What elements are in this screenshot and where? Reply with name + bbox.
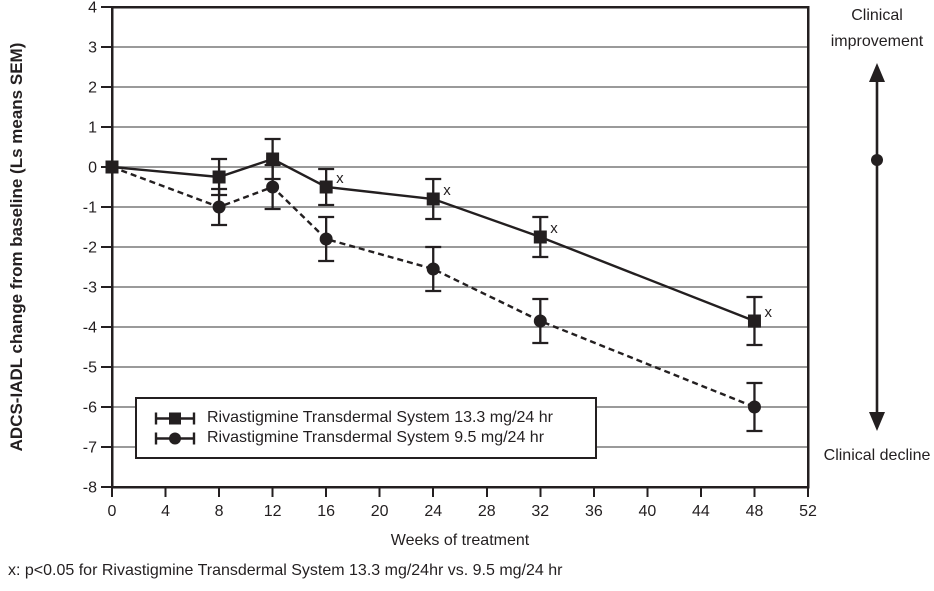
y-axis-title: ADCS-IADL change from baseline (Ls means… — [7, 42, 26, 452]
legend-label-13-3-mg: Rivastigmine Transdermal System 13.3 mg/… — [207, 409, 553, 426]
circle-data-marker — [426, 262, 440, 276]
zero-point-dot — [871, 154, 883, 166]
clinical-decline-label: Clinical decline — [823, 447, 931, 464]
circle-data-marker — [212, 200, 226, 214]
significance-x-marker: x — [550, 220, 558, 237]
y-tick-label: -8 — [83, 480, 97, 497]
x-axis-title: Weeks of treatment — [390, 532, 530, 549]
legend-item-13-3-mg: Rivastigmine Transdermal System 13.3 mg/… — [152, 409, 595, 427]
significance-x-marker: x — [764, 304, 772, 321]
x-tick-label: 36 — [585, 503, 603, 520]
circle-marker-icon — [154, 432, 196, 444]
x-tick-label: 12 — [264, 503, 282, 520]
y-tick-label: -1 — [83, 200, 97, 217]
significance-x-marker: x — [443, 182, 451, 199]
x-tick-label: 0 — [108, 503, 117, 520]
y-tick-label: -7 — [83, 440, 97, 457]
y-tick-label: 3 — [88, 40, 97, 57]
square-data-marker — [105, 160, 119, 174]
circle-data-marker — [533, 314, 547, 328]
x-tick-label: 44 — [692, 503, 710, 520]
circle-data-marker — [319, 232, 333, 246]
legend-label-9-5-mg: Rivastigmine Transdermal System 9.5 mg/2… — [207, 429, 545, 446]
circle-data-marker — [747, 400, 761, 414]
y-tick-label: -2 — [83, 240, 97, 257]
y-tick-label: 1 — [88, 120, 97, 137]
square-data-marker — [426, 192, 440, 206]
square-data-marker — [212, 170, 226, 184]
x-tick-label: 16 — [317, 503, 335, 520]
x-tick-label: 28 — [478, 503, 496, 520]
x-tick-label: 24 — [424, 503, 442, 520]
x-tick-label: 40 — [638, 503, 656, 520]
y-tick-label: -5 — [83, 360, 97, 377]
legend: Rivastigmine Transdermal System 13.3 mg/… — [135, 397, 597, 459]
significance-footnote: x: p<0.05 for Rivastigmine Transdermal S… — [8, 562, 563, 579]
square-data-marker — [533, 230, 547, 244]
clinical-improvement-label: Clinical improvement — [830, 7, 924, 50]
clinical-scale-arrow-icon — [869, 63, 885, 431]
x-tick-label: 52 — [799, 503, 817, 520]
significance-x-marker: x — [336, 170, 344, 187]
x-tick-label: 32 — [531, 503, 549, 520]
square-marker-icon — [154, 412, 196, 424]
legend-item-9-5-mg: Rivastigmine Transdermal System 9.5 mg/2… — [152, 429, 595, 447]
square-data-marker — [747, 314, 761, 328]
y-tick-label: 0 — [88, 160, 97, 177]
y-tick-label: -3 — [83, 280, 97, 297]
y-tick-label: -4 — [83, 320, 97, 337]
x-tick-label: 8 — [215, 503, 224, 520]
square-data-marker — [319, 180, 333, 194]
series-13-3-mg — [105, 137, 763, 347]
y-tick-label: 2 — [88, 80, 97, 97]
x-tick-label: 20 — [371, 503, 389, 520]
square-data-marker — [266, 152, 280, 166]
circle-data-marker — [266, 180, 280, 194]
y-tick-label: 4 — [88, 0, 97, 17]
y-tick-label: -6 — [83, 400, 97, 417]
x-tick-label: 4 — [161, 503, 170, 520]
x-tick-label: 48 — [746, 503, 764, 520]
